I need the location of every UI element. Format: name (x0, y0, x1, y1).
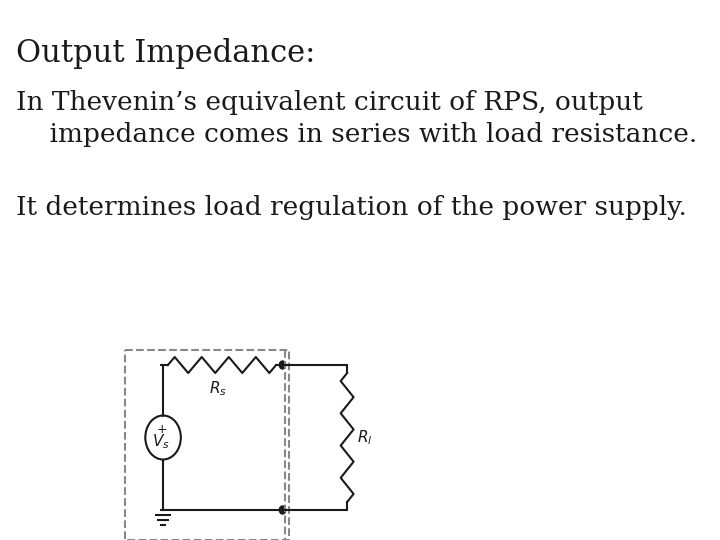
Text: In Thevenin’s equivalent circuit of RPS, output: In Thevenin’s equivalent circuit of RPS,… (16, 90, 643, 115)
Text: $V_s$: $V_s$ (152, 432, 169, 451)
Text: $R_s$: $R_s$ (209, 379, 227, 397)
Text: impedance comes in series with load resistance.: impedance comes in series with load resi… (16, 122, 698, 147)
Text: +: + (156, 423, 167, 436)
Circle shape (279, 506, 286, 514)
Text: Output Impedance:: Output Impedance: (16, 38, 315, 69)
Text: $R_l$: $R_l$ (357, 428, 372, 447)
Text: It determines load regulation of the power supply.: It determines load regulation of the pow… (16, 195, 687, 220)
Circle shape (279, 361, 286, 369)
